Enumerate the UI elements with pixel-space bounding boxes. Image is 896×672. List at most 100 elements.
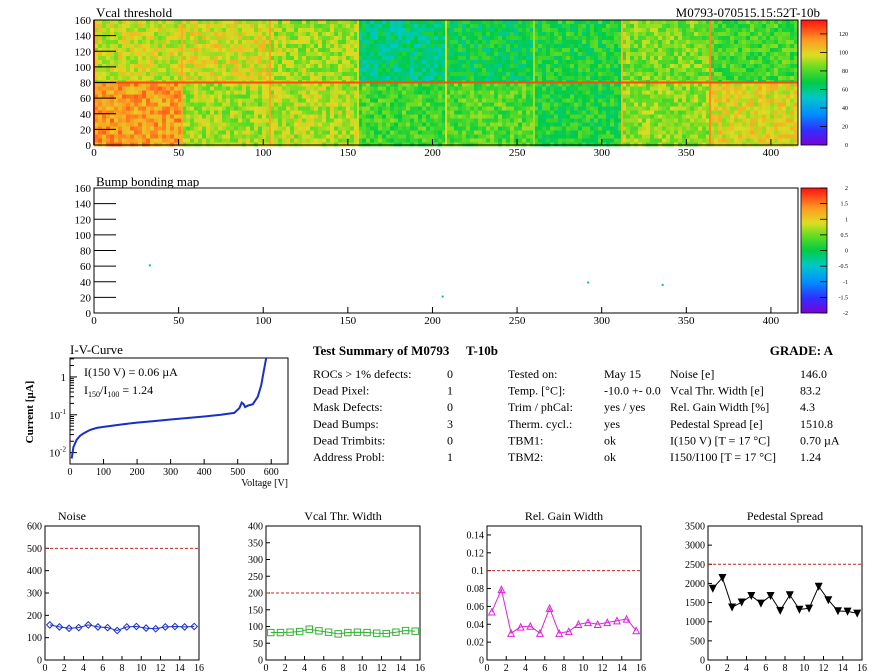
- heatmap-cell: [398, 52, 402, 56]
- heatmap-cell: [102, 28, 106, 32]
- heatmap-cell: [606, 52, 610, 56]
- heatmap-cell: [626, 36, 630, 40]
- heatmap-cell: [766, 56, 770, 60]
- heatmap-cell: [482, 134, 486, 139]
- heatmap-cell: [162, 76, 166, 80]
- heatmap-cell: [214, 98, 218, 103]
- heatmap-cell: [486, 110, 490, 115]
- heatmap-cell: [642, 76, 646, 80]
- heatmap-cell: [202, 36, 206, 40]
- heatmap-cell: [254, 90, 258, 95]
- heatmap-cell: [374, 76, 378, 80]
- heatmap-cell: [142, 44, 146, 48]
- heatmap-cell: [250, 122, 254, 127]
- heatmap-cell: [710, 68, 714, 72]
- heatmap-cell: [206, 126, 210, 131]
- heatmap-cell: [194, 134, 198, 139]
- heatmap-cell: [406, 32, 410, 36]
- heatmap-cell: [138, 36, 142, 40]
- heatmap-cell: [786, 44, 790, 48]
- heatmap-cell: [274, 68, 278, 72]
- heatmap-cell: [594, 138, 598, 143]
- heatmap-cell: [498, 126, 502, 131]
- heatmap-cell: [318, 56, 322, 60]
- heatmap-cell: [462, 102, 466, 107]
- heatmap-cell: [162, 110, 166, 115]
- heatmap-cell: [662, 68, 666, 72]
- heatmap-cell: [450, 64, 454, 68]
- heatmap-cell: [230, 110, 234, 115]
- heatmap-cell: [106, 68, 110, 72]
- heatmap-cell: [630, 76, 634, 80]
- heatmap-cell: [162, 90, 166, 95]
- heatmap-cell: [366, 126, 370, 131]
- heatmap-cell: [534, 102, 538, 107]
- heatmap-cell: [274, 60, 278, 64]
- heatmap-cell: [334, 52, 338, 56]
- heatmap-cell: [134, 52, 138, 56]
- heatmap-cell: [626, 60, 630, 64]
- heatmap-cell: [570, 126, 574, 131]
- heatmap-cell: [742, 60, 746, 64]
- heatmap-cell: [222, 32, 226, 36]
- heatmap-cell: [426, 64, 430, 68]
- heatmap-cell: [578, 64, 582, 68]
- heatmap-cell: [546, 98, 550, 103]
- heatmap-cell: [290, 90, 294, 95]
- heatmap-cell: [338, 36, 342, 40]
- heatmap-cell: [738, 64, 742, 68]
- heatmap-cell: [534, 52, 538, 56]
- heatmap-cell: [390, 36, 394, 40]
- heatmap-cell: [454, 28, 458, 32]
- heatmap-cell: [538, 20, 542, 24]
- heatmap-cell: [354, 48, 358, 52]
- heatmap-cell: [490, 72, 494, 76]
- heatmap-cell: [238, 90, 242, 95]
- heatmap-cell: [310, 32, 314, 36]
- heatmap-cell: [410, 72, 414, 76]
- heatmap-cell: [470, 44, 474, 48]
- heatmap-cell: [470, 126, 474, 131]
- heatmap-cell: [442, 98, 446, 103]
- heatmap-cell: [582, 20, 586, 24]
- heatmap-cell: [538, 40, 542, 44]
- heatmap-cell: [642, 60, 646, 64]
- heatmap-cell: [610, 56, 614, 60]
- heatmap-cell: [318, 90, 322, 95]
- heatmap-cell: [594, 118, 598, 123]
- heatmap-cell: [254, 126, 258, 131]
- heatmap-cell: [394, 102, 398, 107]
- heatmap-cell: [506, 106, 510, 111]
- heatmap-cell: [298, 98, 302, 103]
- heatmap-cell: [282, 110, 286, 115]
- heatmap-cell: [270, 94, 274, 99]
- heatmap-cell: [378, 56, 382, 60]
- heatmap-cell: [330, 32, 334, 36]
- heatmap-cell: [410, 90, 414, 95]
- heatmap-cell: [206, 90, 210, 95]
- heatmap-cell: [398, 60, 402, 64]
- heatmap-cell: [358, 76, 362, 80]
- heatmap-cell: [154, 52, 158, 56]
- heatmap-cell: [518, 98, 522, 103]
- heatmap-cell: [690, 28, 694, 32]
- heatmap-cell: [574, 114, 578, 119]
- heatmap-cell: [614, 122, 618, 127]
- heatmap-cell: [326, 126, 330, 131]
- heatmap-cell: [586, 68, 590, 72]
- heatmap-cell: [438, 82, 442, 87]
- heatmap-cell: [566, 36, 570, 40]
- heatmap-cell: [510, 52, 514, 56]
- heatmap-cell: [334, 40, 338, 44]
- heatmap-cell: [498, 72, 502, 76]
- heatmap-cell: [334, 32, 338, 36]
- heatmap-cell: [290, 126, 294, 131]
- heatmap-cell: [186, 94, 190, 99]
- heatmap-cell: [210, 82, 214, 87]
- heatmap-cell: [374, 56, 378, 60]
- heatmap-cell: [502, 98, 506, 103]
- heatmap-cell: [234, 52, 238, 56]
- heatmap-cell: [626, 40, 630, 44]
- heatmap-cell: [290, 94, 294, 99]
- heatmap-cell: [378, 60, 382, 64]
